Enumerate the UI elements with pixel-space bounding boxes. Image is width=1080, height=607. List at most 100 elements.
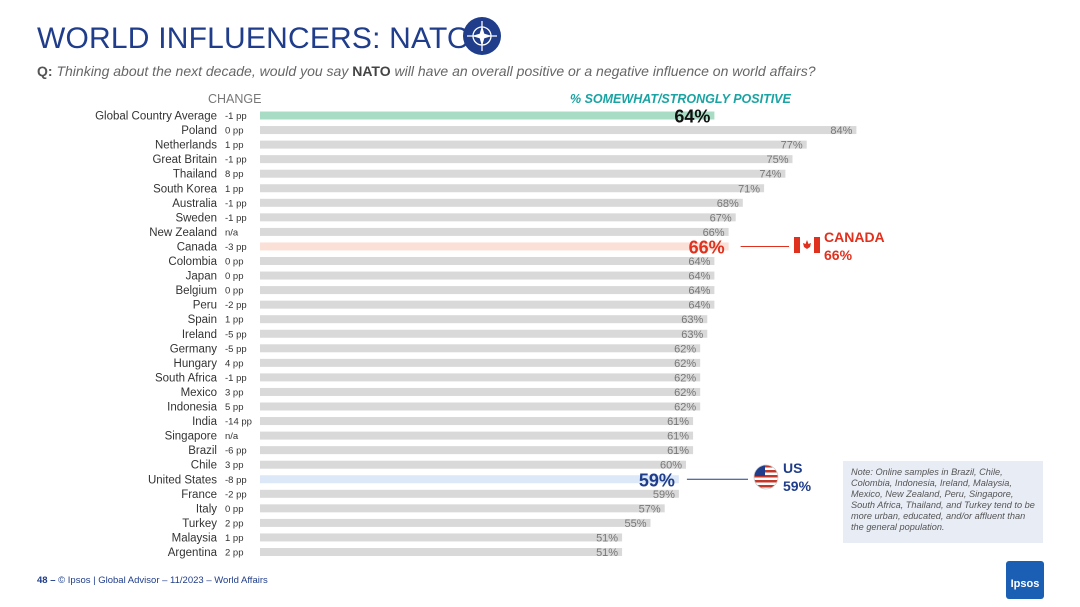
country-label: United States bbox=[148, 474, 217, 486]
country-label: Japan bbox=[186, 271, 217, 283]
bar-netherlands bbox=[260, 140, 807, 149]
bar-indonesia bbox=[260, 402, 701, 411]
canada-callout-name: CANADA bbox=[824, 229, 885, 245]
change-label: 3 pp bbox=[225, 460, 244, 471]
value-label: 71% bbox=[738, 183, 760, 195]
change-label: -5 pp bbox=[225, 344, 247, 355]
bar-france bbox=[260, 489, 679, 498]
value-label: 64% bbox=[688, 271, 710, 283]
change-label: 4 pp bbox=[225, 358, 244, 369]
value-label: 51% bbox=[596, 532, 618, 544]
page-title: WORLD INFLUENCERS: NATO bbox=[37, 22, 471, 55]
value-label: 64% bbox=[688, 256, 710, 268]
change-label: -1 pp bbox=[225, 213, 247, 224]
bar-new-zealand bbox=[260, 227, 729, 236]
change-label: 2 pp bbox=[225, 518, 244, 529]
footer: 48 – © Ipsos | Global Advisor – 11/2023 … bbox=[37, 575, 268, 586]
change-label: -14 pp bbox=[225, 417, 252, 428]
country-label: India bbox=[192, 416, 218, 428]
country-label: Spain bbox=[188, 314, 217, 326]
change-label: 8 pp bbox=[225, 169, 244, 180]
value-label: 60% bbox=[660, 460, 682, 472]
change-label: 0 pp bbox=[225, 504, 244, 515]
change-label: 1 pp bbox=[225, 533, 244, 544]
country-label: Thailand bbox=[173, 169, 217, 181]
value-label: 77% bbox=[781, 140, 803, 152]
country-label: Poland bbox=[181, 125, 217, 137]
country-label: South Korea bbox=[153, 183, 218, 195]
country-label: Australia bbox=[172, 198, 217, 210]
country-label: Argentina bbox=[168, 547, 218, 559]
country-label: Singapore bbox=[165, 431, 217, 443]
bar-colombia bbox=[260, 257, 715, 265]
change-label: 5 pp bbox=[225, 402, 244, 413]
positive-column-header: % SOMEWHAT/STRONGLY POSITIVE bbox=[570, 92, 791, 106]
change-label: 0 pp bbox=[225, 286, 244, 297]
country-label: Belgium bbox=[175, 285, 217, 297]
value-label: 61% bbox=[667, 445, 689, 457]
bar-brazil bbox=[260, 446, 694, 455]
bar-india bbox=[260, 417, 694, 426]
country-label: Hungary bbox=[174, 358, 218, 370]
bar-sweden bbox=[260, 213, 736, 222]
change-column-header: CHANGE bbox=[208, 92, 262, 106]
country-label: South Africa bbox=[155, 372, 218, 384]
value-label: 64% bbox=[688, 300, 710, 312]
value-label: 66% bbox=[689, 237, 725, 257]
bar-singapore bbox=[260, 431, 694, 440]
country-label: Canada bbox=[177, 241, 218, 253]
country-label: Mexico bbox=[181, 387, 217, 399]
value-label: 68% bbox=[717, 198, 739, 210]
country-label: Great Britain bbox=[152, 154, 217, 166]
bar-great-britain bbox=[260, 155, 793, 164]
country-label: Colombia bbox=[168, 256, 217, 268]
question-prefix: Q: bbox=[37, 63, 53, 79]
value-label: 62% bbox=[674, 358, 696, 370]
bar-mexico bbox=[260, 387, 701, 396]
change-label: 1 pp bbox=[225, 140, 244, 151]
ipsos-logo-text: Ipsos bbox=[1010, 578, 1040, 590]
canada-flag-icon bbox=[794, 237, 820, 253]
country-label: Ireland bbox=[182, 329, 217, 341]
country-label: Netherlands bbox=[155, 140, 217, 152]
change-label: -1 pp bbox=[225, 111, 247, 122]
country-label: Italy bbox=[196, 503, 217, 515]
bar-ireland bbox=[260, 329, 708, 338]
value-label: 61% bbox=[667, 416, 689, 428]
change-label: -8 pp bbox=[225, 475, 247, 486]
bar-chile bbox=[260, 460, 686, 469]
bar-south-korea bbox=[260, 184, 765, 193]
country-label: Indonesia bbox=[167, 402, 217, 414]
bar-malaysia bbox=[260, 533, 623, 542]
question-bold: NATO bbox=[352, 63, 391, 79]
value-label: 62% bbox=[674, 402, 696, 414]
question-post: will have an overall positive or a negat… bbox=[394, 63, 816, 79]
country-label: Malaysia bbox=[172, 532, 218, 544]
change-label: -5 pp bbox=[225, 329, 247, 340]
bar-united-states bbox=[260, 475, 679, 484]
us-callout-value: 59% bbox=[783, 478, 812, 494]
nato-logo-icon bbox=[463, 17, 501, 55]
value-label: 57% bbox=[639, 503, 661, 515]
page-number: 48 – bbox=[37, 575, 56, 586]
methodology-note: Note: Online samples in Brazil, Chile, C… bbox=[843, 461, 1043, 543]
country-label: New Zealand bbox=[149, 227, 217, 239]
country-label: Sweden bbox=[175, 212, 217, 224]
change-label: -1 pp bbox=[225, 198, 247, 209]
country-label: Brazil bbox=[188, 445, 217, 457]
country-label: Global Country Average bbox=[95, 111, 217, 123]
value-label: 75% bbox=[766, 154, 788, 166]
country-label: Chile bbox=[191, 460, 217, 472]
ipsos-logo: Ipsos bbox=[1006, 561, 1044, 599]
country-label: France bbox=[181, 489, 217, 501]
value-label: 55% bbox=[624, 518, 646, 530]
bar-italy bbox=[260, 504, 665, 513]
country-label: Germany bbox=[170, 343, 218, 355]
change-label: n/a bbox=[225, 227, 239, 238]
change-label: -1 pp bbox=[225, 155, 247, 166]
bar-global-country-average bbox=[260, 111, 715, 120]
value-label: 66% bbox=[703, 227, 725, 239]
change-label: 1 pp bbox=[225, 184, 244, 195]
value-label: 84% bbox=[830, 125, 852, 137]
bar-hungary bbox=[260, 358, 701, 367]
